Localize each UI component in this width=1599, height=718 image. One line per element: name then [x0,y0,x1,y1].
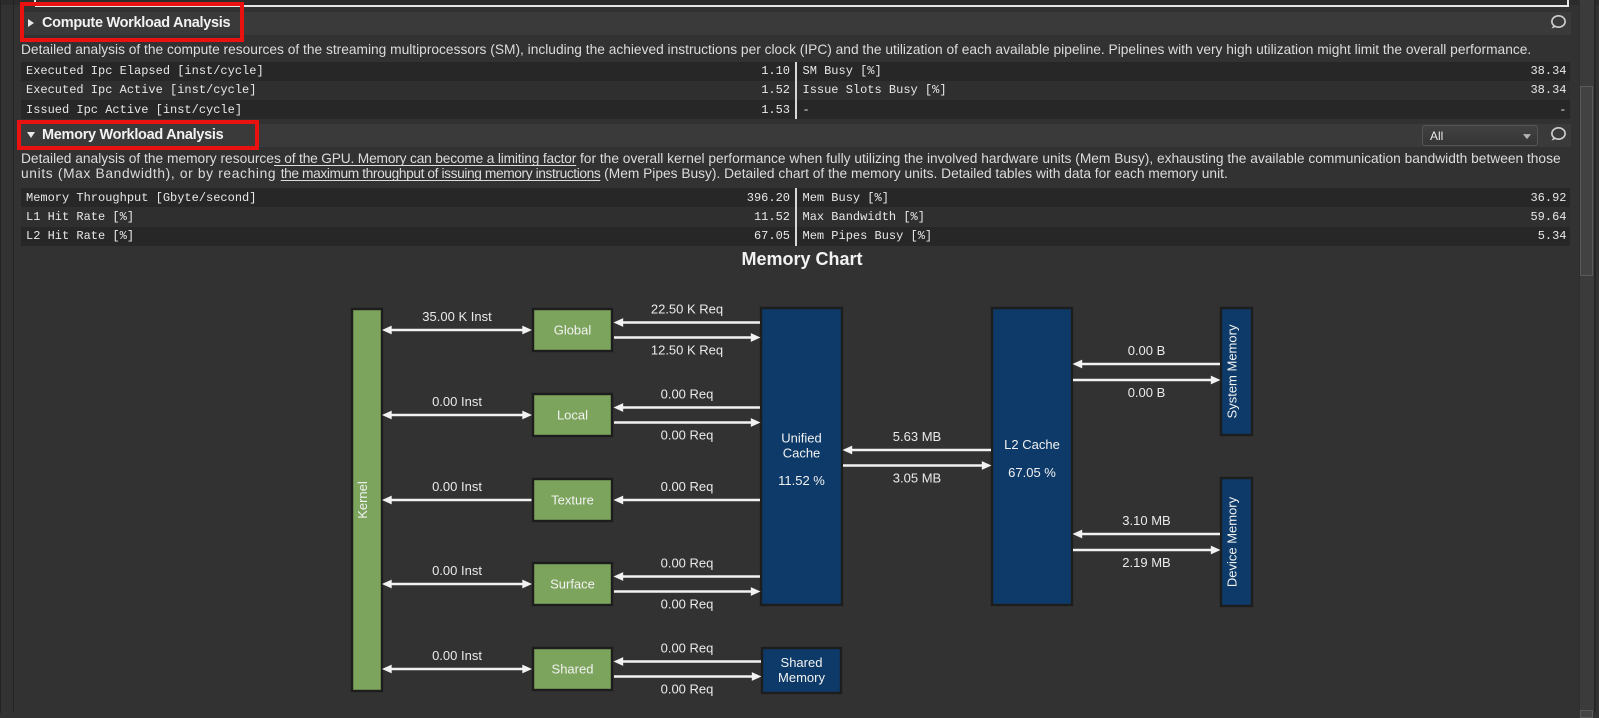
svg-text:0.00 Req: 0.00 Req [661,428,714,443]
svg-text:0.00 Req: 0.00 Req [661,479,714,494]
svg-text:0.00 Inst: 0.00 Inst [432,394,482,409]
svg-text:0.00 Inst: 0.00 Inst [432,648,482,663]
svg-text:0.00 B: 0.00 B [1128,385,1166,400]
svg-text:0.00 Inst: 0.00 Inst [432,563,482,578]
svg-text:5.63 MB: 5.63 MB [893,429,941,444]
svg-text:System Memory: System Memory [1225,324,1240,418]
svg-text:Kernel: Kernel [355,481,370,519]
svg-text:Shared: Shared [552,662,594,677]
svg-text:Cache: Cache [783,446,821,461]
svg-text:0.00 Inst: 0.00 Inst [432,479,482,494]
svg-text:0.00 Req: 0.00 Req [661,641,714,656]
svg-text:3.10 MB: 3.10 MB [1122,513,1170,528]
svg-text:Device Memory: Device Memory [1225,496,1240,587]
svg-text:2.19 MB: 2.19 MB [1122,555,1170,570]
svg-text:Unified: Unified [781,431,821,446]
svg-text:12.50 K Req: 12.50 K Req [651,343,723,358]
svg-text:0.00 Req: 0.00 Req [661,556,714,571]
svg-text:67.05 %: 67.05 % [1008,465,1056,480]
svg-text:3.05 MB: 3.05 MB [893,471,941,486]
svg-text:Shared: Shared [781,655,823,670]
svg-text:35.00 K Inst: 35.00 K Inst [422,309,492,324]
svg-text:0.00 B: 0.00 B [1128,343,1166,358]
svg-text:L2 Cache: L2 Cache [1004,437,1060,452]
svg-text:Local: Local [557,408,588,423]
svg-text:Memory: Memory [778,670,825,685]
svg-text:22.50 K Req: 22.50 K Req [651,302,723,317]
svg-text:0.00 Req: 0.00 Req [661,682,714,697]
svg-text:Texture: Texture [551,493,594,508]
svg-text:0.00 Req: 0.00 Req [661,387,714,402]
svg-text:Global: Global [554,323,592,338]
svg-text:0.00 Req: 0.00 Req [661,597,714,612]
svg-text:Surface: Surface [550,577,595,592]
svg-text:11.52 %: 11.52 % [778,473,825,488]
